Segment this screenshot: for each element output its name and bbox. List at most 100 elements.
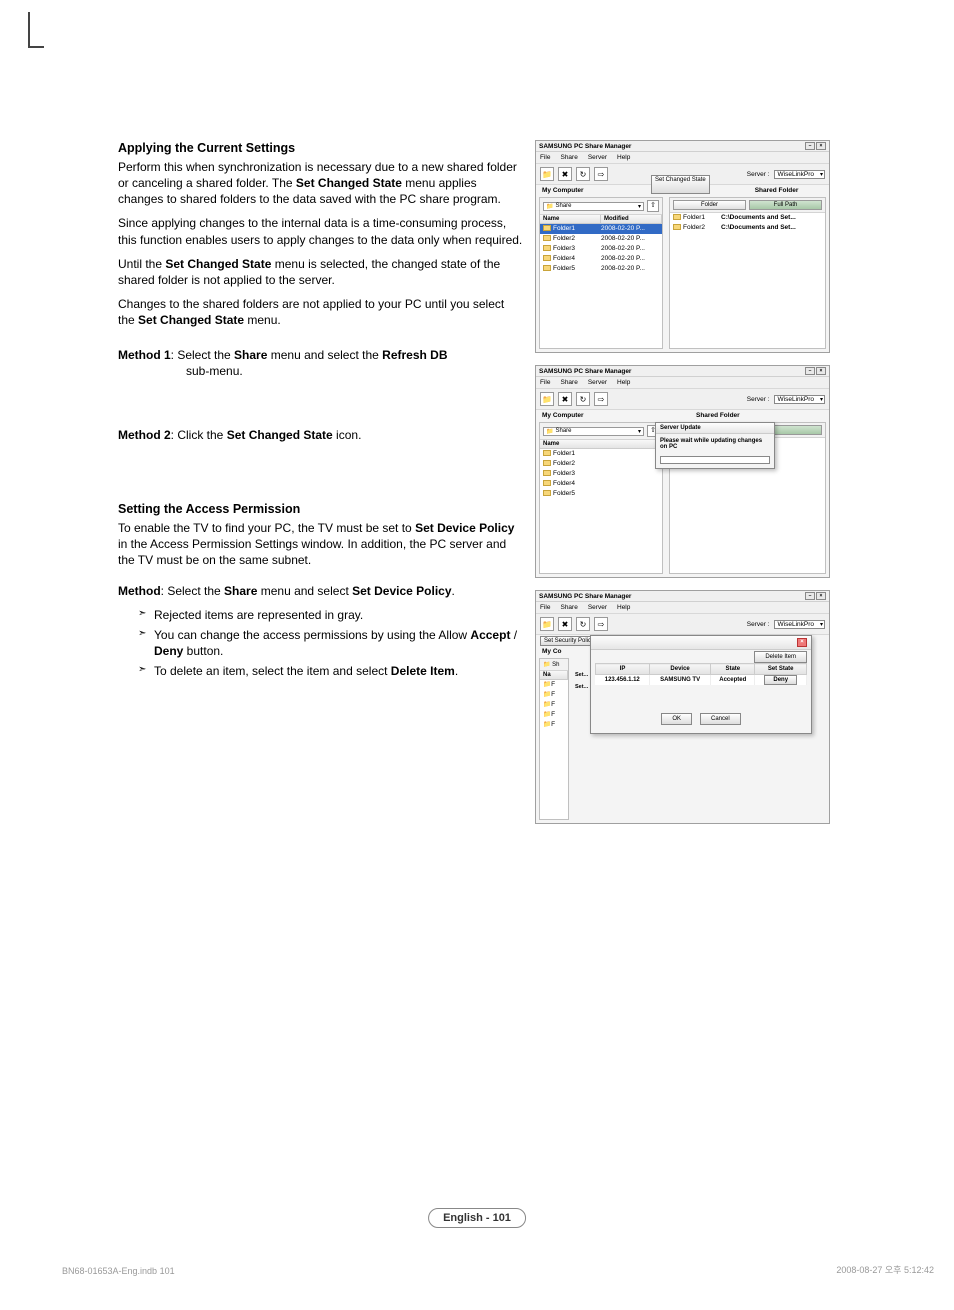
menu-file[interactable]: File — [540, 154, 550, 161]
table-row[interactable]: 📁F — [540, 710, 568, 720]
table-row[interactable]: Folder5 — [540, 489, 662, 499]
label: Method — [118, 584, 161, 598]
table-row[interactable]: Folder3 — [540, 469, 662, 479]
my-computer-label-clip: My Co — [539, 646, 569, 655]
ok-button[interactable]: OK — [661, 713, 692, 725]
server-dropdown[interactable]: WiseLinkPro — [774, 170, 825, 179]
menu-file[interactable]: File — [540, 604, 550, 611]
para: Changes to the shared folders are not ap… — [118, 296, 523, 328]
share-folder-icon[interactable]: 📁 — [540, 392, 554, 406]
table-row[interactable]: Folder1C:\Documents and Set... — [670, 213, 825, 223]
path-dropdown[interactable]: 📁 Share▾ — [543, 427, 644, 436]
table-row[interactable]: Folder2C:\Documents and Set... — [670, 223, 825, 233]
state-icon[interactable]: ⇨ — [594, 617, 608, 631]
table-row[interactable]: Folder52008-02-20 P... — [540, 264, 662, 274]
close-icon[interactable]: × — [816, 367, 826, 375]
crop-mark — [28, 46, 44, 48]
table-row[interactable]: Folder32008-02-20 P... — [540, 244, 662, 254]
unshare-icon[interactable]: ✖ — [558, 617, 572, 631]
menu-server[interactable]: Server — [588, 154, 607, 161]
minimize-icon[interactable]: – — [805, 592, 815, 600]
menu-share[interactable]: Share — [560, 379, 577, 386]
cell-ip: 123.456.1.12 — [596, 675, 650, 686]
panes: 📁 Share▾ ⇧ Name Modified Folder12008-02-… — [536, 194, 829, 352]
col-fullpath[interactable]: Full Path — [749, 200, 822, 210]
table-row[interactable]: Folder1 — [540, 449, 662, 459]
sub: sub-menu. — [186, 363, 523, 379]
table-row[interactable]: Folder4 — [540, 479, 662, 489]
label: Method 2 — [118, 428, 171, 442]
minimize-icon[interactable]: – — [805, 142, 815, 150]
set-changed-state-button[interactable]: Set Changed State — [651, 175, 710, 194]
col-name: Name — [540, 215, 601, 223]
cell-deny: Deny — [755, 675, 807, 686]
table-row[interactable]: 📁F — [540, 690, 568, 700]
menu-file[interactable]: File — [540, 379, 550, 386]
refresh-icon[interactable]: ↻ — [576, 167, 590, 181]
server-label: Server : — [747, 396, 770, 403]
cell-device: SAMSUNG TV — [650, 675, 711, 686]
menubar: File Share Server Help — [536, 602, 829, 614]
server-dropdown[interactable]: WiseLinkPro — [774, 620, 825, 629]
col-folder[interactable]: Folder — [673, 200, 746, 210]
menu-share[interactable]: Share — [560, 604, 577, 611]
text: menu and select — [257, 584, 352, 598]
table-header-row: IP Device State Set State — [596, 664, 807, 675]
table-row[interactable]: 📁F — [540, 680, 568, 690]
refresh-icon[interactable]: ↻ — [576, 617, 590, 631]
text: Until the — [118, 257, 165, 271]
menu-help[interactable]: Help — [617, 154, 630, 161]
window-controls: – × — [805, 592, 826, 600]
minimize-icon[interactable]: – — [805, 367, 815, 375]
server-update-dialog: Server Update Please wait while updating… — [655, 422, 775, 469]
menu-server[interactable]: Server — [588, 604, 607, 611]
left-pane: 📁 Share▾ ⇧ Name Modified Folder12008-02-… — [539, 197, 663, 349]
menubar: File Share Server Help — [536, 152, 829, 164]
footer-left: BN68-01653A-Eng.indb 101 — [62, 1266, 175, 1276]
table-row[interactable]: Folder22008-02-20 P... — [540, 234, 662, 244]
screenshot-window-3: SAMSUNG PC Share Manager – × File Share … — [535, 590, 830, 824]
dialog-body: Delete Item IP Device State Set State 12… — [591, 650, 811, 733]
table-row[interactable]: 📁F — [540, 720, 568, 730]
left-pane: 📁 Share▾ ⇧ Name Folder1Folder2Folder3Fol… — [539, 422, 663, 574]
table-row[interactable]: Folder42008-02-20 P... — [540, 254, 662, 264]
path-dropdown[interactable]: 📁 Share▾ — [543, 202, 644, 211]
table-row[interactable]: 123.456.1.12 SAMSUNG TV Accepted Deny — [596, 675, 807, 686]
dialog-title: Server Update — [656, 423, 774, 434]
window-titlebar: SAMSUNG PC Share Manager – × — [536, 141, 829, 152]
para: Perform this when synchronization is nec… — [118, 159, 523, 208]
delete-item-button[interactable]: Delete Item — [754, 651, 807, 663]
cell-state: Accepted — [711, 675, 755, 686]
unshare-icon[interactable]: ✖ — [558, 167, 572, 181]
state-icon[interactable]: ⇨ — [594, 392, 608, 406]
state-icon[interactable]: ⇨ — [594, 167, 608, 181]
close-icon[interactable]: × — [816, 592, 826, 600]
bold: Refresh DB — [382, 348, 447, 362]
bold: Share — [234, 348, 267, 362]
share-folder-icon[interactable]: 📁 — [540, 167, 554, 181]
dialog-actions: OK Cancel — [595, 713, 807, 729]
table-row[interactable]: Folder12008-02-20 P... — [540, 224, 662, 234]
table-row[interactable]: 📁F — [540, 700, 568, 710]
unshare-icon[interactable]: ✖ — [558, 392, 572, 406]
server-dropdown[interactable]: WiseLinkPro — [774, 395, 825, 404]
policy-table: IP Device State Set State 123.456.1.12 S… — [595, 663, 807, 685]
window-title: SAMSUNG PC Share Manager — [539, 143, 631, 150]
col-header: Name Modified — [540, 215, 662, 224]
page-content: Applying the Current Settings Perform th… — [118, 140, 838, 824]
dialog-close-icon[interactable]: × — [797, 638, 807, 647]
menu-share[interactable]: Share — [560, 154, 577, 161]
cancel-button[interactable]: Cancel — [700, 713, 741, 725]
deny-button[interactable]: Deny — [764, 675, 797, 685]
table-row[interactable]: Folder2 — [540, 459, 662, 469]
close-icon[interactable]: × — [816, 142, 826, 150]
refresh-icon[interactable]: ↻ — [576, 392, 590, 406]
para: To enable the TV to find your PC, the TV… — [118, 520, 523, 569]
menu-server[interactable]: Server — [588, 379, 607, 386]
menu-help[interactable]: Help — [617, 379, 630, 386]
share-folder-icon[interactable]: 📁 — [540, 617, 554, 631]
menu-help[interactable]: Help — [617, 604, 630, 611]
up-icon[interactable]: ⇧ — [647, 200, 659, 212]
bold: Set Changed State — [296, 176, 402, 190]
col-modified: Modified — [601, 215, 662, 223]
